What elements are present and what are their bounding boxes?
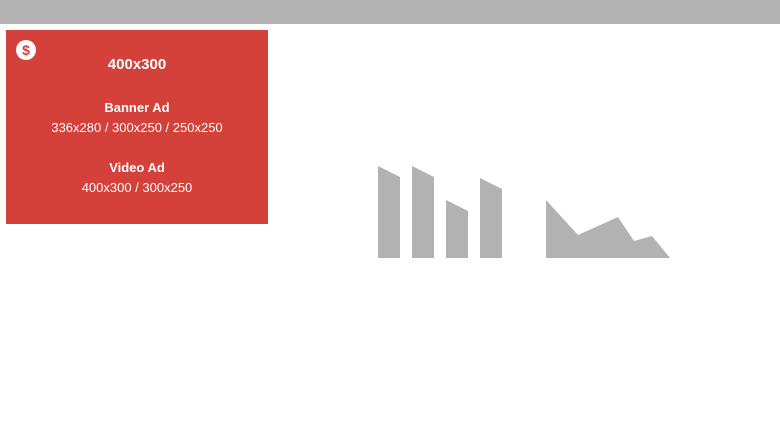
dollar-icon: $ [16,40,36,60]
placeholder-bar-4 [480,178,502,258]
placeholder-area [546,200,670,258]
banner-ad-sizes: 336x280 / 300x250 / 250x250 [51,120,223,135]
video-ad-sizes: 400x300 / 300x250 [81,180,193,195]
chart-placeholder-icon [378,166,670,258]
video-ad-title: Video Ad [109,160,165,175]
placeholder-bar-1 [378,166,400,258]
banner-ad-title: Banner Ad [104,100,170,115]
ad-slot[interactable]: $ 400x300 Banner Ad 336x280 / 300x250 / … [6,30,268,224]
placeholder-bar-3 [446,200,468,258]
placeholder-bar-2 [412,166,434,258]
top-bar [0,0,780,24]
ad-size-label: 400x300 [107,56,167,73]
